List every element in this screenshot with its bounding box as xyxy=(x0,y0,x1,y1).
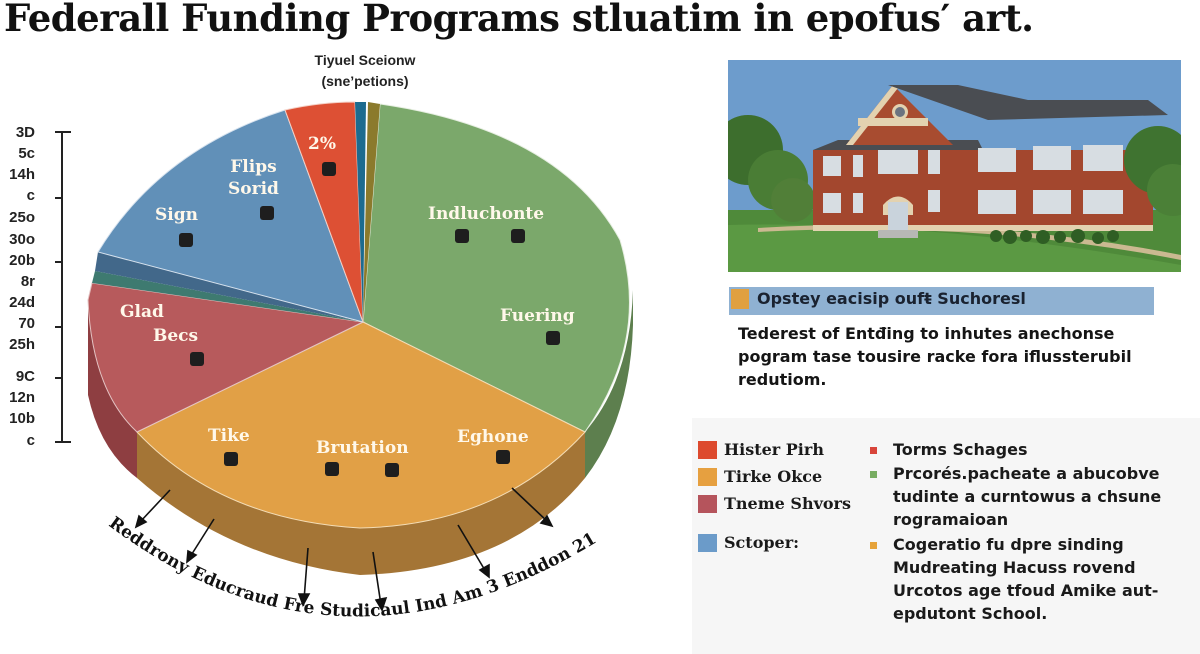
slice-orange-red xyxy=(284,101,364,323)
bullet-icon xyxy=(870,542,877,549)
axis-label: 24d xyxy=(9,294,35,311)
axis-label: 8r xyxy=(20,273,35,290)
axis-tick xyxy=(55,326,63,328)
data-marker xyxy=(179,233,193,247)
slice-label-pct: 2% xyxy=(308,134,336,154)
slice-label-tike: Tike xyxy=(208,426,250,446)
data-marker xyxy=(322,162,336,176)
legend-item: Tneme Shvors xyxy=(698,494,851,513)
slice-teal xyxy=(92,271,363,322)
legend-swatch xyxy=(698,467,717,486)
callout-bar: Opstey eacisip oufŧ Suchoresl xyxy=(729,287,1154,315)
data-marker xyxy=(496,450,510,464)
axis-label: 70 xyxy=(18,315,35,332)
legend-swatch xyxy=(698,494,717,513)
axis-tick xyxy=(55,441,71,443)
slice-label-sign: Sign xyxy=(155,205,198,225)
axis-tick xyxy=(55,261,63,263)
legend: Hister Pirh Tirke Okce Tneme Shvors Scto… xyxy=(692,418,1200,654)
slice-label-induchonte: Indluchonte xyxy=(428,204,545,224)
data-marker xyxy=(190,352,204,366)
slice-label-glad: Glad xyxy=(120,302,164,322)
axis-label: 30o xyxy=(9,231,35,248)
axis-label: 10b xyxy=(9,410,35,427)
slice-red xyxy=(87,282,365,433)
chart-subtitle-line1: Tiyuel Sceionw xyxy=(314,52,416,68)
axis-label: 9C xyxy=(15,368,35,385)
axis-label: 25o xyxy=(9,209,35,226)
chart-subtitle-line2: (sne’petions) xyxy=(321,73,409,89)
chart-subtitle: Tiyuel Sceionw (sne’petions) xyxy=(290,50,440,92)
axis-tick xyxy=(55,377,63,379)
axis-line xyxy=(61,131,63,443)
callout-text: Opstey eacisip oufŧ Suchoresl xyxy=(757,289,1026,308)
data-marker xyxy=(260,206,274,220)
bullet-text: Cogeratio fu dpre sinding Mudreating Hac… xyxy=(893,535,1159,623)
data-marker xyxy=(455,229,469,243)
legend-item: Tirke Okce xyxy=(698,467,822,486)
axis-label: 12n xyxy=(9,389,35,406)
description-text: Tederest of Entđing to inhutes anechonse… xyxy=(738,324,1132,389)
school-building-image xyxy=(728,60,1181,272)
slice-label-eghone: Eghone xyxy=(457,427,529,447)
legend-swatch xyxy=(698,440,717,459)
axis-label: 20b xyxy=(9,252,35,269)
legend-item: Sctoper: xyxy=(698,533,799,552)
data-marker xyxy=(325,462,339,476)
axis-label: 3D xyxy=(15,124,35,141)
slice-label-fuering: Fuering xyxy=(500,306,575,326)
y-axis: 3D 5c 14h c 25o 30o 20b 8r 24d 70 25h 9C… xyxy=(0,124,75,449)
slice-blue xyxy=(97,109,364,323)
axis-label: c xyxy=(26,432,35,449)
axis-label: 25h xyxy=(9,336,35,353)
data-marker xyxy=(385,463,399,477)
bullet-icon xyxy=(870,471,877,478)
pie-chart: Reddrony Educraud Fre Studicaul Ind Am 3… xyxy=(0,0,633,621)
slice-green xyxy=(362,103,630,433)
data-marker xyxy=(546,331,560,345)
bullet-icon xyxy=(870,447,877,454)
slice-thin-olive xyxy=(363,102,380,322)
bullet-text: Prcorés.pacheate a abucobve tudinte a cu… xyxy=(893,464,1162,529)
slice-label-becs: Becs xyxy=(153,326,199,346)
slice-orange xyxy=(136,321,586,529)
slice-side-green xyxy=(585,290,633,478)
axis-tick xyxy=(55,131,71,133)
slice-label-flips: Flips Sorid xyxy=(228,157,279,199)
callout-swatch xyxy=(731,289,749,309)
axis-label: c xyxy=(26,187,35,204)
page-title: Federall Funding Programs stluatim in ep… xyxy=(4,0,1034,40)
arrows xyxy=(134,487,554,612)
axis-label: 5c xyxy=(18,145,35,162)
slice-thin-blue xyxy=(355,102,366,322)
legend-item: Hister Pirh xyxy=(698,440,824,459)
axis-tick xyxy=(55,197,63,199)
bullet-text: Torms Schages xyxy=(893,440,1028,459)
legend-swatch xyxy=(698,533,717,552)
slice-label-brutation: Brutation xyxy=(316,438,409,458)
data-marker xyxy=(224,452,238,466)
axis-label: 14h xyxy=(9,166,35,183)
data-marker xyxy=(511,229,525,243)
